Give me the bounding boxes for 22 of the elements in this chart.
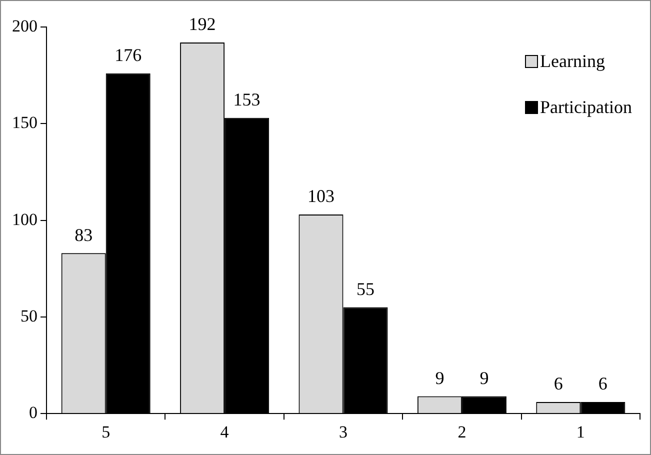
x-tick-label: 5 (102, 422, 110, 442)
data-label: 6 (554, 374, 563, 394)
x-tick-label: 2 (458, 422, 466, 442)
y-tick-label: 0 (29, 403, 38, 422)
x-tick-label: 1 (576, 422, 585, 442)
y-tick-label: 150 (12, 113, 38, 132)
legend-label: Learning (540, 51, 605, 71)
data-label: 6 (598, 374, 608, 394)
data-label: 9 (480, 368, 489, 388)
data-label: 9 (435, 368, 444, 388)
data-label: 55 (356, 279, 375, 300)
x-tick-label: 4 (220, 422, 230, 442)
data-label: 153 (233, 90, 260, 110)
y-tick-label: 200 (12, 16, 38, 36)
data-label: 83 (74, 224, 93, 245)
data-label: 192 (188, 14, 216, 34)
y-tick-label: 50 (20, 306, 38, 326)
y-tick-label: 100 (12, 210, 38, 229)
x-tick-label: 3 (339, 422, 348, 442)
legend-label: Participation (540, 97, 632, 117)
data-label: 176 (114, 45, 142, 66)
data-label: 103 (307, 186, 334, 206)
